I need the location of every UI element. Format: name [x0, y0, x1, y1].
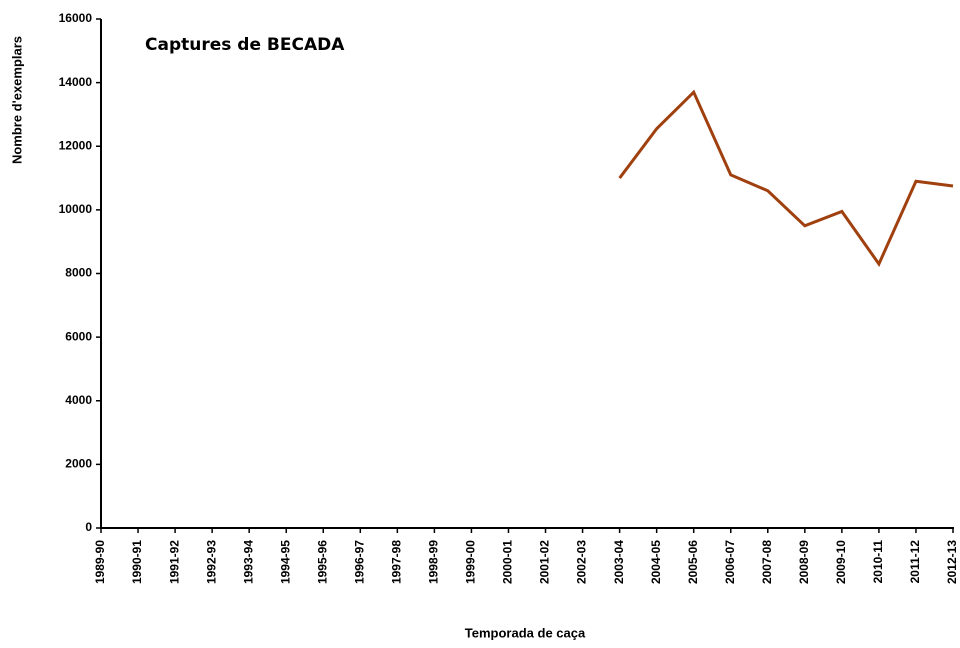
x-tick-label: 2000-01 [501, 540, 515, 584]
y-tick-label: 10000 [59, 202, 93, 216]
x-tick-label: 1996-97 [352, 540, 366, 584]
x-tick-label: 2001-02 [538, 540, 552, 584]
x-tick-label: 1994-95 [278, 540, 292, 584]
x-tick-label: 2005-06 [686, 540, 700, 584]
y-axis-title: Nombre d'exemplars [9, 36, 24, 164]
y-tick-label: 12000 [59, 138, 93, 152]
y-tick-label: 6000 [65, 329, 92, 343]
x-tick-label: 1998-99 [427, 540, 441, 584]
y-tick-label: 0 [85, 520, 92, 534]
x-axis-title: Temporada de caça [465, 625, 586, 640]
x-tick-label: 2007-08 [760, 540, 774, 584]
chart-title: Captures de BECADA [145, 35, 345, 55]
x-tick-label: 1997-98 [390, 540, 404, 584]
x-tick-label: 2002-03 [575, 540, 589, 584]
data-line [618, 89, 954, 267]
y-tick-label: 2000 [65, 457, 92, 471]
x-tick-label: 2011-12 [908, 540, 922, 584]
x-tick-label: 2009-10 [834, 540, 848, 584]
x-tick-label: 2006-07 [723, 540, 737, 584]
y-tick-label: 4000 [65, 393, 92, 407]
x-tick-label: 2008-09 [797, 540, 811, 584]
x-tick-label: 1995-96 [315, 540, 329, 584]
x-tick-label: 1991-92 [167, 540, 181, 584]
x-tick-label: 2012-13 [945, 540, 959, 584]
x-tick-label: 1992-93 [204, 540, 218, 584]
x-tick-label: 2004-05 [649, 540, 663, 584]
x-tick-label: 1989-90 [93, 540, 107, 584]
x-tick-label: 1999-00 [464, 540, 478, 584]
x-tick-label: 2003-04 [612, 540, 626, 584]
y-tick-label: 16000 [59, 11, 93, 25]
x-tick-label: 1990-91 [130, 540, 144, 584]
x-tick-label: 1993-94 [241, 540, 255, 584]
x-tick-label: 2010-11 [871, 540, 885, 584]
y-tick-label: 14000 [59, 75, 93, 89]
y-tick-label: 8000 [65, 266, 92, 280]
